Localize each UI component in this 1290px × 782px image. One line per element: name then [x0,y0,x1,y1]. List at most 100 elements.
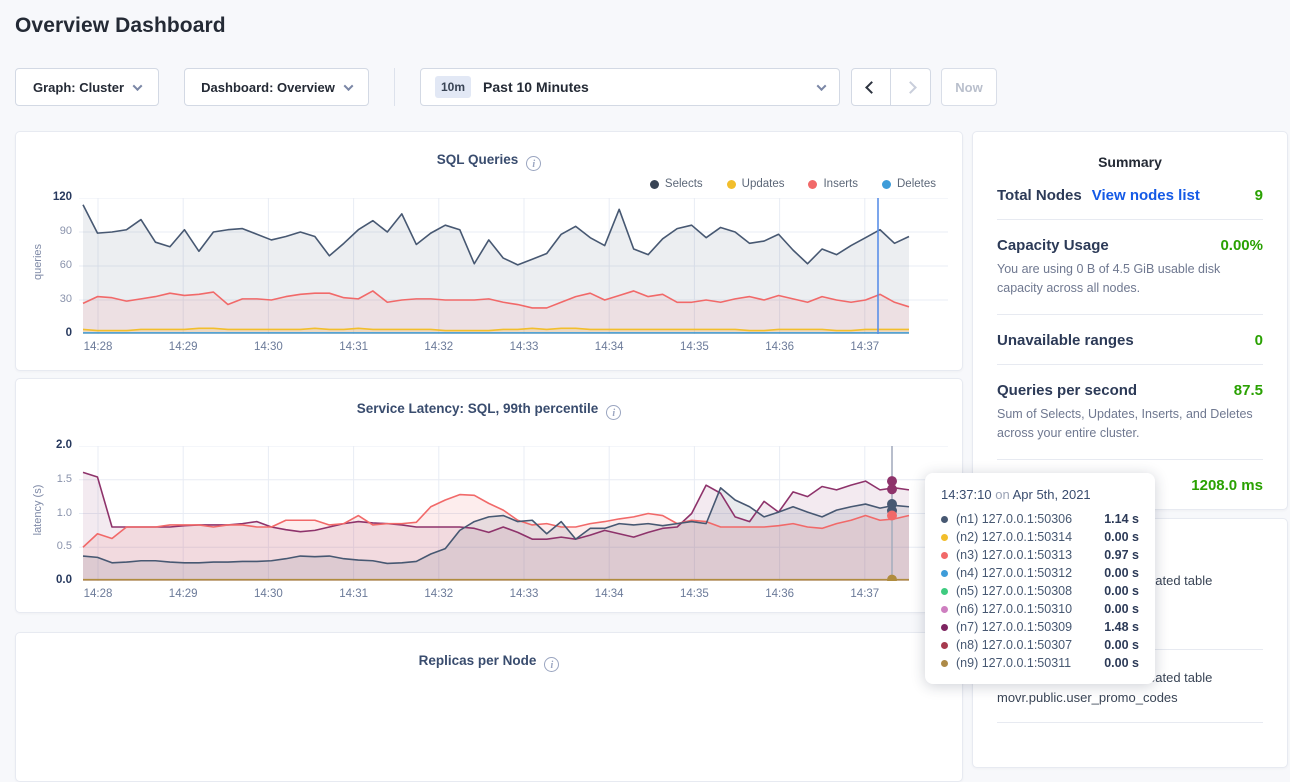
node-latency-value: 0.00 s [1104,638,1139,652]
summary-value: 87.5 [1234,382,1263,399]
tooltip-time: 14:37:10 [941,487,992,502]
y-axis-unit-label: latency (s) [32,470,44,550]
chart-title: SQL Queries i [16,152,962,171]
node-latency-value: 0.00 s [1104,530,1139,544]
next-time-button-disabled [891,68,931,106]
chevron-down-icon [343,81,353,91]
x-axis-tick-label: 14:37 [840,341,890,353]
legend-label: Selects [665,178,703,190]
node-latency-value: 0.97 s [1104,548,1139,562]
toolbar: Graph: Cluster Dashboard: Overview 10m P… [0,68,1290,106]
node-address: (n4) 127.0.0.1:50312 [956,566,1072,580]
chevron-down-icon [133,81,143,91]
info-icon[interactable]: i [544,657,559,672]
x-axis-tick-label: 14:28 [73,341,123,353]
x-axis-tick-label: 14:32 [414,588,464,600]
node-address: (n7) 127.0.0.1:50309 [956,620,1072,634]
tooltip-node-row: (n5) 127.0.0.1:503080.00 s [941,582,1139,600]
summary-value: 1208.0 ms [1191,477,1263,494]
time-range-label: Past 10 Minutes [483,79,589,95]
prev-time-button[interactable] [851,68,891,106]
node-color-dot-icon [941,642,948,649]
x-axis-tick-label: 14:35 [669,588,719,600]
summary-item-capacity: Capacity Usage 0.00% You are using 0 B o… [997,220,1263,315]
page-title: Overview Dashboard [15,14,226,38]
tooltip-node-row: (n2) 127.0.0.1:50314 0.00 s [941,528,1139,546]
tooltip-node-row: (n7) 127.0.0.1:503091.48 s [941,618,1139,636]
node-address: (n6) 127.0.0.1:50310 [956,602,1072,616]
tooltip-node-row: (n9) 127.0.0.1:50311 0.00 s [941,654,1139,672]
y-axis-tick-label: 90 [20,225,72,237]
y-axis-tick-label: 30 [20,293,72,305]
node-color-dot-icon [941,660,948,667]
y-axis-tick-label: 1.5 [20,473,72,485]
x-axis-tick-label: 14:28 [73,588,123,600]
node-color-dot-icon [941,534,948,541]
node-latency-value: 0.00 s [1104,566,1139,580]
legend-label: Updates [742,178,785,190]
replicas-per-node-card: Replicas per Nodei [15,632,963,782]
tooltip-node-row: (n4) 127.0.0.1:50312 0.00 s [941,564,1139,582]
node-latency-value: 0.00 s [1104,602,1139,616]
dashboard-dropdown[interactable]: Dashboard: Overview [184,68,369,106]
tooltip-node-row: (n3) 127.0.0.1:503130.97 s [941,546,1139,564]
summary-description: You are using 0 B of 4.5 GiB usable disk… [997,260,1263,299]
chart-hover-tooltip: 14:37:10 on Apr 5th, 2021 (n1) 127.0.0.1… [925,473,1155,684]
legend-dot-icon [727,180,736,189]
y-axis-unit-label: queries [32,222,44,302]
graph-dropdown[interactable]: Graph: Cluster [15,68,159,106]
service-latency-card: Service Latency: SQL, 99th percentilei 0… [15,378,963,613]
info-icon[interactable]: i [606,405,621,420]
x-axis-tick-label: 14:33 [499,341,549,353]
summary-item-qps: Queries per second 87.5 Sum of Selects, … [997,365,1263,460]
tooltip-node-row: (n8) 127.0.0.1:503070.00 s [941,636,1139,654]
legend-item-updates[interactable]: Updates [727,178,785,190]
x-axis-tick-label: 14:31 [329,588,379,600]
sql-queries-title: SQL Queries [437,152,519,167]
chart-title: Replicas per Nodei [16,653,962,672]
time-step-buttons [851,68,931,106]
node-latency-value: 0.00 s [1104,656,1139,670]
x-axis-tick-label: 14:36 [755,341,805,353]
sql-chart[interactable] [79,198,948,334]
legend-dot-icon [808,180,817,189]
node-address: (n1) 127.0.0.1:50306 [956,512,1072,526]
summary-label: Queries per second [997,382,1137,399]
node-address: (n2) 127.0.0.1:50314 [956,530,1072,544]
time-range-dropdown[interactable]: 10m Past 10 Minutes [420,68,840,106]
node-address: (n5) 127.0.0.1:50308 [956,584,1072,598]
tooltip-on: on [995,487,1009,502]
summary-label: Unavailable ranges [997,332,1134,349]
x-axis-tick-label: 14:34 [584,341,634,353]
legend-dot-icon [882,180,891,189]
info-icon[interactable]: i [526,156,541,171]
tooltip-timestamp: 14:37:10 on Apr 5th, 2021 [941,487,1139,502]
time-range-badge: 10m [435,76,471,98]
legend-item-selects[interactable]: Selects [650,178,703,190]
node-address: (n9) 127.0.0.1:50311 [956,656,1071,670]
summary-description: Sum of Selects, Updates, Inserts, and De… [997,405,1263,444]
now-button: Now [941,68,997,106]
y-axis-tick-label: 120 [20,191,72,203]
x-axis-tick-label: 14:29 [158,588,208,600]
event-text: movr.public.user_promo_codes [997,688,1263,708]
tooltip-node-row: (n6) 127.0.0.1:50310 0.00 s [941,600,1139,618]
legend-dot-icon [650,180,659,189]
toolbar-divider [394,68,395,106]
legend-item-deletes[interactable]: Deletes [882,178,936,190]
node-color-dot-icon [941,588,948,595]
legend-item-inserts[interactable]: Inserts [808,178,858,190]
x-axis-tick-label: 14:35 [669,341,719,353]
y-axis-tick-label: 2.0 [20,439,72,451]
latency-chart[interactable] [79,446,948,581]
x-axis-tick-label: 14:30 [243,341,293,353]
charts-column: SQL Queries i Selects Updates Inserts Delete… [15,131,963,782]
summary-value: 9 [1255,187,1263,204]
summary-item-unavailable-ranges: Unavailable ranges 0 [997,315,1263,365]
x-axis-tick-label: 14:30 [243,588,293,600]
y-axis-tick-label: 1.0 [20,507,72,519]
y-axis-tick-label: 60 [20,259,72,271]
view-nodes-list-link[interactable]: View nodes list [1092,187,1200,204]
node-color-dot-icon [941,606,948,613]
y-axis-tick-label: 0 [20,327,72,339]
